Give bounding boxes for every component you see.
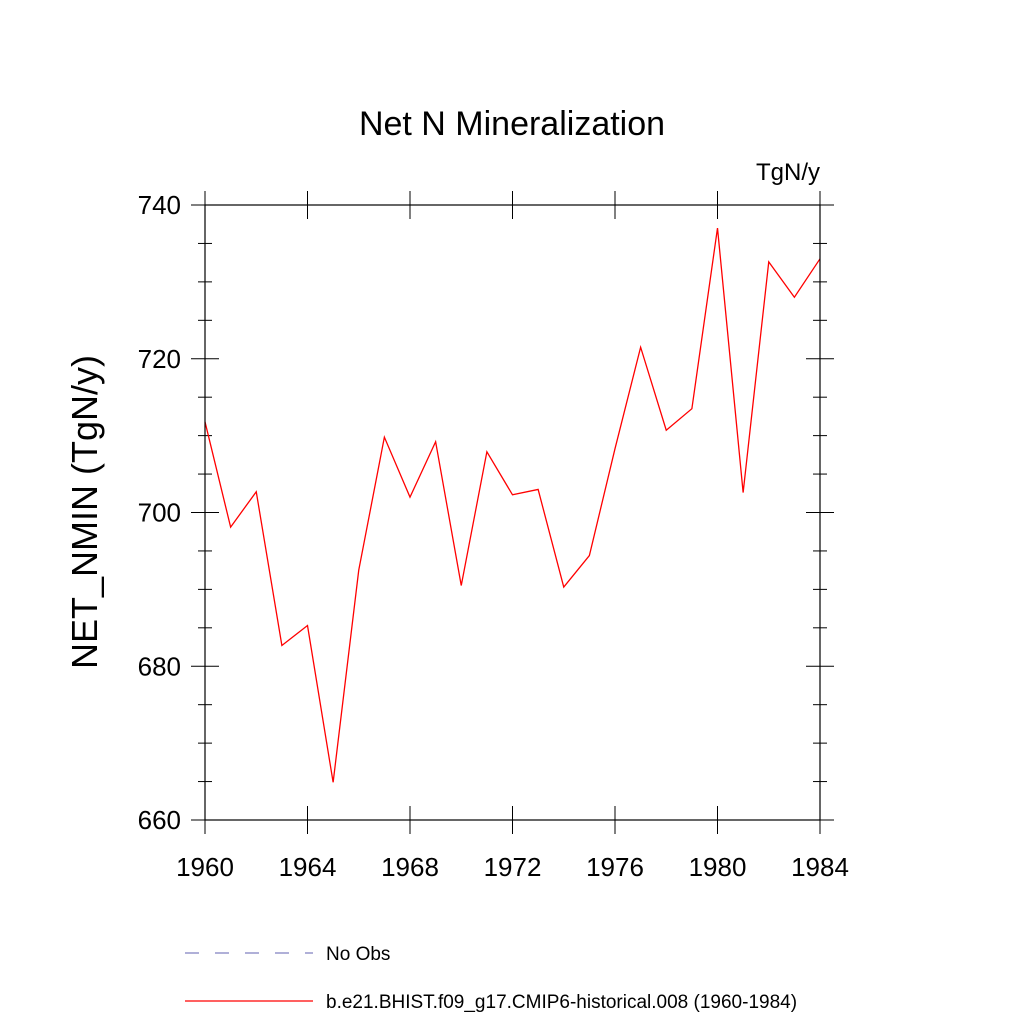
x-tick-label: 1984 <box>791 852 849 882</box>
x-tick-labels: 1960 1964 1968 1972 1976 1980 1984 <box>176 852 849 882</box>
chart-title: Net N Mineralization <box>359 105 665 143</box>
x-tick-label: 1976 <box>586 852 644 882</box>
y-tick-label: 720 <box>138 344 181 374</box>
series-group <box>204 227 821 783</box>
y-tick-label: 700 <box>138 498 181 528</box>
y-tick-label: 680 <box>138 651 181 681</box>
y-axis-label: NET_NMIN (TgN/y) <box>64 355 105 669</box>
legend: No Obs b.e21.BHIST.f09_g17.CMIP6-histori… <box>185 944 797 1013</box>
y-tick-label: 660 <box>138 805 181 835</box>
x-tick-label: 1960 <box>176 852 234 882</box>
units-label: TgN/y <box>756 159 820 186</box>
x-tick-label: 1972 <box>484 852 542 882</box>
axis-ticks <box>191 191 834 834</box>
legend-label-no-obs: No Obs <box>326 944 390 965</box>
series-line-0 <box>204 227 821 783</box>
x-tick-label: 1968 <box>381 852 439 882</box>
y-tick-label: 740 <box>138 190 181 220</box>
legend-label-historical: b.e21.BHIST.f09_g17.CMIP6-historical.008… <box>326 992 797 1013</box>
y-tick-labels: 660 680 700 720 740 <box>138 190 181 835</box>
x-tick-label: 1980 <box>689 852 747 882</box>
x-tick-label: 1964 <box>279 852 337 882</box>
plot-frame <box>204 204 821 821</box>
